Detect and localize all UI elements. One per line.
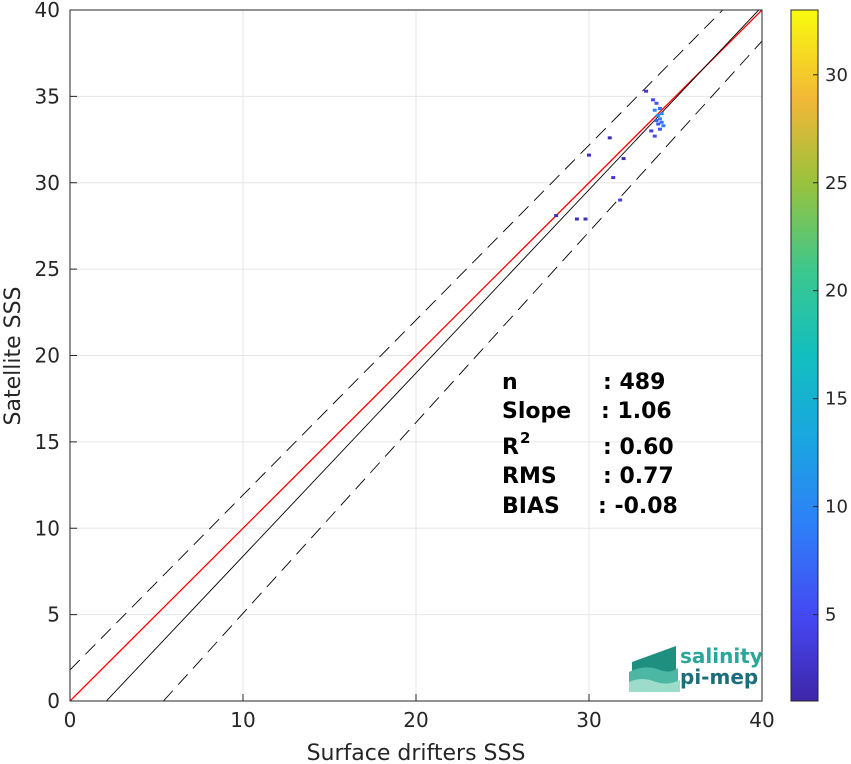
data-point — [618, 198, 623, 202]
colorbar-tick-label: 5 — [825, 605, 836, 626]
data-point — [661, 124, 666, 128]
x-axis-ticks: 0 10 20 30 40 — [64, 694, 775, 732]
data-point — [611, 176, 616, 180]
stat-rms-label: RMS — [502, 464, 557, 489]
stat-r2-superscript: 2 — [520, 429, 530, 447]
x-tick-label: 0 — [64, 708, 77, 732]
y-tick-label: 30 — [35, 171, 60, 195]
data-point — [587, 153, 591, 157]
data-point — [652, 108, 657, 112]
regression-line — [106, 10, 760, 701]
stat-rms-value: : 0.77 — [603, 464, 674, 489]
data-point — [554, 214, 559, 218]
stat-bias-label: BIAS — [502, 494, 560, 519]
data-point — [583, 217, 588, 221]
colorbar-tick-label: 15 — [825, 389, 848, 410]
colorbar-tick-label: 30 — [825, 65, 848, 86]
data-points — [554, 89, 666, 221]
data-point — [657, 127, 662, 131]
fit-lines — [70, 10, 762, 701]
data-point — [659, 120, 664, 124]
stat-n-value: : 489 — [603, 370, 665, 395]
stats-block: n : 489 Slope : 1.06 R 2 : 0.60 RMS : 0.… — [502, 370, 678, 519]
data-point — [657, 106, 662, 110]
y-tick-label: 40 — [35, 0, 60, 22]
stat-n-label: n — [502, 370, 518, 395]
y-axis-ticks: 0 5 10 15 20 25 30 35 40 — [35, 0, 77, 713]
x-tick-label: 10 — [230, 708, 255, 732]
data-point — [651, 98, 656, 102]
stat-slope-value: : 1.06 — [601, 399, 672, 424]
error-bound-line — [163, 40, 762, 701]
y-tick-label: 35 — [35, 84, 60, 108]
data-point — [654, 101, 659, 105]
x-tick-label: 30 — [576, 708, 601, 732]
data-point — [574, 217, 579, 221]
y-tick-label: 0 — [47, 689, 60, 713]
y-axis-label: Satellite SSS — [1, 287, 26, 426]
wave-logo-icon — [629, 646, 680, 692]
data-point — [659, 112, 664, 116]
logo-text-pimep: pi-mep — [680, 665, 758, 689]
data-point — [607, 136, 612, 140]
colorbar-ticks: 5 10 15 20 25 30 — [813, 65, 848, 626]
stat-slope-label: Slope — [502, 399, 571, 424]
y-tick-label: 20 — [35, 344, 60, 368]
x-tick-label: 40 — [749, 708, 774, 732]
data-point — [657, 117, 662, 121]
data-point — [649, 129, 654, 133]
error-bound-line — [70, 10, 724, 671]
data-point — [656, 113, 661, 117]
y-tick-label: 25 — [35, 257, 60, 281]
logo-text-salinity: salinity — [680, 644, 763, 668]
colorbar — [790, 9, 819, 702]
data-point — [656, 122, 661, 126]
colorbar-tick-label: 10 — [825, 497, 848, 518]
y-tick-label: 5 — [47, 603, 60, 627]
salinity-pimep-logo: salinity pi-mep — [629, 644, 763, 692]
data-point — [652, 134, 657, 138]
identity-line — [70, 10, 762, 701]
data-point — [644, 89, 649, 93]
colorbar-tick-label: 25 — [825, 173, 848, 194]
data-point — [621, 157, 626, 161]
y-tick-label: 15 — [35, 430, 60, 454]
colorbar-tick-label: 20 — [825, 281, 848, 302]
x-axis-label: Surface drifters SSS — [307, 741, 526, 764]
data-point — [654, 119, 659, 123]
stat-bias-value: : -0.08 — [598, 494, 678, 519]
x-tick-label: 20 — [403, 708, 428, 732]
y-tick-label: 10 — [35, 516, 60, 540]
stat-r2-label: R — [502, 435, 519, 460]
stat-r2-value: : 0.60 — [603, 435, 674, 460]
